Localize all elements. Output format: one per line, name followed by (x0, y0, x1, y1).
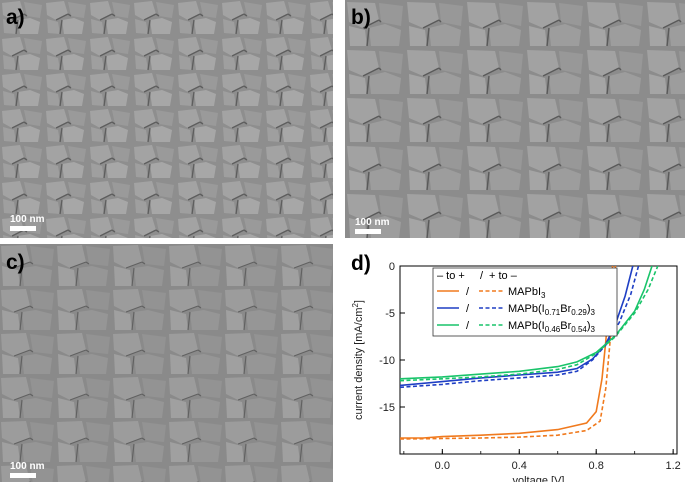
y-tick-label: -10 (379, 355, 395, 367)
legend-entry-label: MAPb(I0.46Br0.54)3 (508, 320, 596, 334)
y-tick-label: -5 (385, 308, 395, 320)
panel-label-b: b) (351, 6, 371, 29)
x-tick-label: 0.8 (589, 460, 604, 472)
sem-image-a (0, 0, 333, 238)
panel-label-d: d) (351, 252, 371, 275)
legend-entry-label: MAPbI3 (508, 286, 546, 300)
scale-text-c: 100 nm (10, 461, 45, 472)
scale-bar-b: 100 nm (355, 218, 389, 234)
legend-header-forward: – to + (437, 270, 465, 282)
scale-text-a: 100 nm (10, 214, 45, 225)
series-line-2 (400, 266, 634, 387)
sem-panel-a: a) 100 nm (0, 0, 333, 238)
sem-panel-b: b) 100 nm (345, 0, 685, 238)
scale-text-b: 100 nm (355, 217, 390, 228)
y-tick-label: 0 (389, 261, 395, 273)
sem-panel-c: c) 100 nm (0, 244, 333, 482)
panel-label-a: a) (6, 6, 25, 29)
series-line-4 (400, 266, 653, 380)
sem-image-c (0, 244, 333, 482)
x-tick-label: 0.0 (435, 460, 450, 472)
scale-bar-c: 100 nm (10, 462, 44, 478)
jv-chart: 0.0 0.4 0.8 1.2 0 -5 -10 -15 voltage [V] current … (351, 261, 681, 482)
legend-header-reverse: + to – (489, 270, 518, 282)
legend-box (432, 267, 618, 337)
x-tick-label: 1.2 (666, 460, 681, 472)
series-line-3 (400, 266, 640, 389)
legend-sep: / (466, 286, 470, 298)
legend-header-sep: / (480, 270, 484, 282)
legend-sep: / (466, 303, 470, 315)
scale-bar-a: 100 nm (10, 215, 44, 231)
sem-image-b (345, 0, 685, 238)
legend-entry-label: MAPb(I0.71Br0.29)3 (508, 303, 596, 317)
panel-label-c: c) (6, 251, 25, 274)
x-axis-label: voltage [V] (513, 475, 565, 482)
y-axis-label: current density [mA/cm2] (351, 300, 365, 420)
y-tick-label: -15 (379, 402, 395, 414)
legend-sep: / (466, 320, 470, 332)
x-tick-label: 0.4 (512, 460, 527, 472)
series-line-5 (400, 266, 659, 382)
